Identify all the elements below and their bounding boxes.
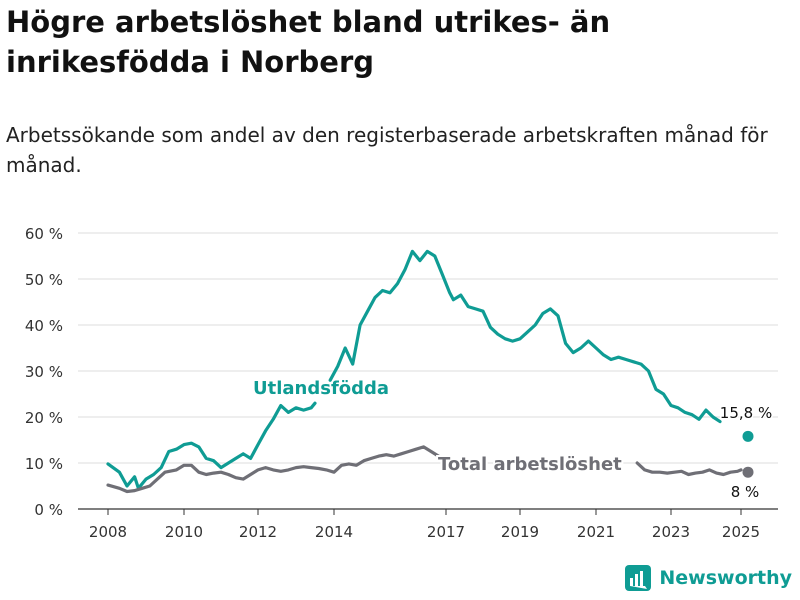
y-tick-label: 20 %	[25, 409, 63, 427]
x-tick-label: 2019	[501, 523, 539, 541]
y-tick-label: 0 %	[34, 501, 63, 519]
y-tick-label: 50 %	[25, 271, 63, 289]
end-value-utlandsfodda: 15,8 %	[720, 404, 772, 422]
y-tick-label: 40 %	[25, 317, 63, 335]
series-line-utlandsfodda	[108, 251, 727, 488]
chart-subtitle: Arbetssökande som andel av den registerb…	[6, 123, 768, 177]
end-point-utlandsfodda	[742, 430, 754, 442]
newsworthy-logo-icon	[625, 565, 652, 591]
x-tick-label: 2008	[89, 523, 127, 541]
series-line-total	[106, 445, 743, 494]
y-axis: 0 % 10 % 20 % 30 % 40 % 50 % 60 %	[25, 225, 63, 519]
x-tick-label: 2021	[577, 523, 615, 541]
end-point-total	[742, 466, 754, 478]
x-tick-label: 2023	[652, 523, 690, 541]
chart-title: Högre arbetslöshet bland utrikes- än inr…	[6, 5, 611, 79]
brand-name: Newsworthy	[659, 567, 792, 589]
x-tick-label: 2014	[315, 523, 353, 541]
brand-logo: Newsworthy	[625, 564, 792, 592]
x-axis: 2008 2010 2012 2014 2017 2019 2021 2023 2025	[89, 509, 760, 541]
series-label-utlandsfodda: Utlandsfödda	[253, 378, 389, 399]
series-lines	[106, 251, 754, 494]
y-tick-label: 30 %	[25, 363, 63, 381]
y-tick-label: 10 %	[25, 455, 63, 473]
series-labels: Utlandsfödda Total arbetslöshet 15,8 % 8 %	[253, 378, 774, 501]
y-tick-label: 60 %	[25, 225, 63, 243]
x-tick-label: 2012	[239, 523, 277, 541]
gridlines	[78, 232, 778, 510]
x-tick-label: 2025	[722, 523, 760, 541]
series-label-total: Total arbetslöshet	[438, 454, 622, 475]
x-tick-label: 2017	[427, 523, 465, 541]
x-tick-label: 2010	[165, 523, 203, 541]
end-value-total: 8 %	[731, 483, 760, 501]
